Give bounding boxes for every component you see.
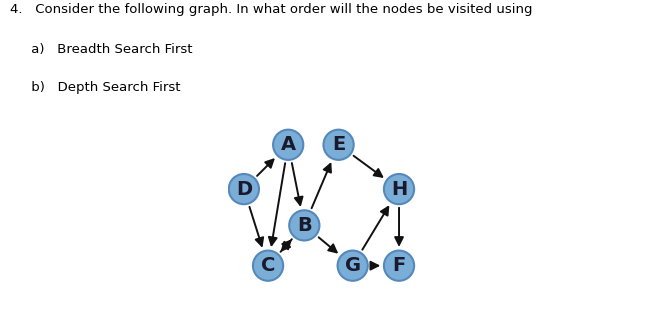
Circle shape <box>323 130 353 160</box>
Text: C: C <box>261 256 275 275</box>
Circle shape <box>273 130 304 160</box>
Text: D: D <box>236 179 252 199</box>
Circle shape <box>289 210 319 241</box>
Text: G: G <box>345 256 361 275</box>
Text: E: E <box>332 135 345 154</box>
Text: b)   Depth Search First: b) Depth Search First <box>10 81 181 94</box>
Text: F: F <box>392 256 405 275</box>
Text: 4.   Consider the following graph. In what order will the nodes be visited using: 4. Consider the following graph. In what… <box>10 3 532 16</box>
Circle shape <box>384 250 414 281</box>
Circle shape <box>253 250 283 281</box>
Text: B: B <box>297 216 311 235</box>
Text: H: H <box>391 179 407 199</box>
Text: a)   Breadth Search First: a) Breadth Search First <box>10 43 193 56</box>
Text: A: A <box>281 135 296 154</box>
Circle shape <box>338 250 368 281</box>
Circle shape <box>384 174 414 204</box>
Circle shape <box>229 174 259 204</box>
